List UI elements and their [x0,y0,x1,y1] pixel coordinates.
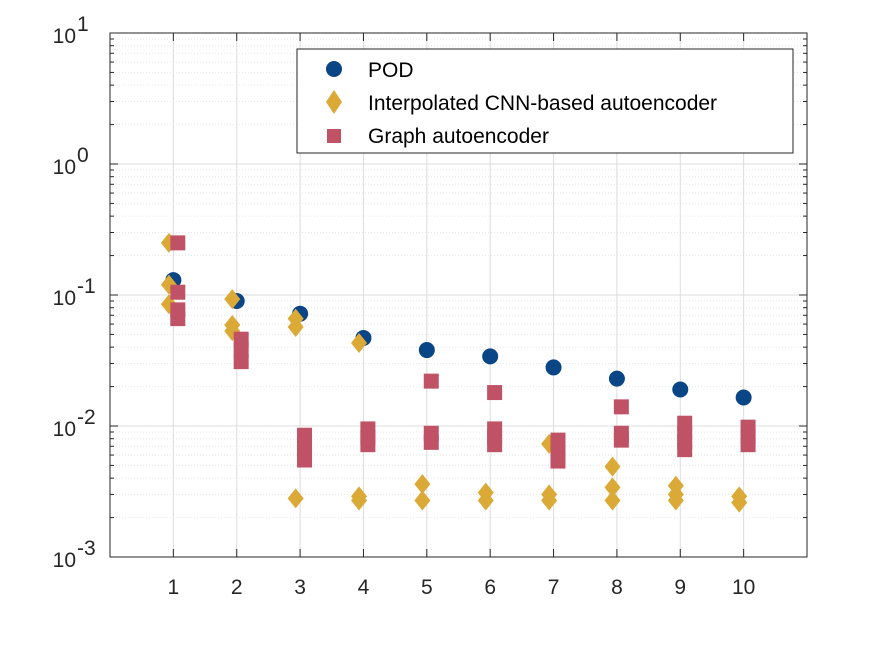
data-point-graph-autoencoder [233,342,249,358]
data-point-graph-autoencoder [423,434,439,450]
data-point-pod [482,348,499,365]
data-point-cnn-autoencoder [667,490,684,511]
data-point-cnn-autoencoder [224,289,241,310]
y-tick-label-base: 10 [53,156,76,179]
data-point-cnn-autoencoder [604,490,621,511]
x-tick-label: 5 [421,576,433,599]
series-1 [160,232,748,513]
data-point-pod [608,370,625,387]
data-point-graph-autoencoder [297,427,313,443]
legend-marker-graph-autoencoder [327,129,341,143]
data-point-graph-autoencoder [487,385,503,401]
data-point-graph-autoencoder [360,437,376,453]
data-point-cnn-autoencoder [287,316,304,337]
data-point-pod [418,342,435,359]
data-point-cnn-autoencoder [477,490,494,511]
axis-ticks [110,32,807,558]
legend-marker-pod [326,61,342,77]
x-tick-label: 2 [231,576,243,599]
data-point-cnn-autoencoder [731,492,748,513]
series-2 [170,235,756,469]
data-point-pod [672,381,689,398]
minor-grid [110,38,807,519]
legend: POD Interpolated CNN-based autoencoder G… [296,48,794,154]
data-point-cnn-autoencoder [287,488,304,509]
data-point-graph-autoencoder [297,440,313,456]
legend-marker-cnn-autoencoder [326,90,342,114]
data-point-graph-autoencoder [613,399,629,415]
legend-label-graph-autoencoder: Graph autoencoder [368,125,549,148]
y-tick-label: 10-2 [53,406,96,441]
data-point-graph-autoencoder [170,311,186,327]
data-point-graph-autoencoder [550,453,566,469]
data-point-graph-autoencoder [170,235,186,251]
x-tick-label: 4 [358,576,370,599]
y-tick-label-base: 10 [53,418,76,441]
data-series [160,232,756,513]
y-tick-label: 100 [53,144,89,179]
data-point-cnn-autoencoder [351,333,368,354]
y-tick-label-exponent: 1 [77,13,89,36]
legend-label-cnn-autoencoder: Interpolated CNN-based autoencoder [368,92,717,115]
legend-label-pod: POD [368,59,414,82]
y-tick-label-base: 10 [53,287,76,310]
x-tick-label: 8 [611,576,623,599]
y-tick-label-exponent: 0 [77,144,89,167]
data-point-graph-autoencoder [677,442,693,458]
x-tick-label: 1 [168,576,180,599]
x-tick-label: 9 [674,576,686,599]
y-tick-label: 101 [53,13,89,48]
y-tick-label-exponent: -1 [77,275,96,298]
y-tick-label-exponent: -3 [77,537,96,560]
data-point-cnn-autoencoder [414,490,431,511]
data-point-graph-autoencoder [740,437,756,453]
data-point-cnn-autoencoder [541,490,558,511]
y-tick-label: 10-1 [53,275,96,310]
x-axis-tick-labels: 1 2 3 4 5 6 7 8 9 10 [168,576,756,599]
legend-box [296,48,794,154]
data-point-cnn-autoencoder [604,456,621,477]
data-point-graph-autoencoder [233,354,249,370]
y-tick-label: 10-3 [53,537,96,572]
y-tick-label-base: 10 [53,549,76,572]
data-point-cnn-autoencoder [351,490,368,511]
y-tick-label-exponent: -2 [77,406,96,429]
data-point-graph-autoencoder [613,432,629,448]
data-point-graph-autoencoder [170,284,186,300]
y-tick-label-base: 10 [53,25,76,48]
data-point-graph-autoencoder [487,437,503,453]
data-point-pod [735,389,752,406]
x-tick-label: 10 [732,576,755,599]
data-point-cnn-autoencoder [414,474,431,495]
x-tick-label: 6 [484,576,496,599]
data-point-graph-autoencoder [423,373,439,389]
data-point-pod [545,359,562,376]
x-tick-label: 3 [294,576,306,599]
data-point-graph-autoencoder [297,452,313,468]
data-point-cnn-autoencoder [604,477,621,498]
data-point-graph-autoencoder [550,432,566,448]
x-tick-label: 7 [548,576,560,599]
